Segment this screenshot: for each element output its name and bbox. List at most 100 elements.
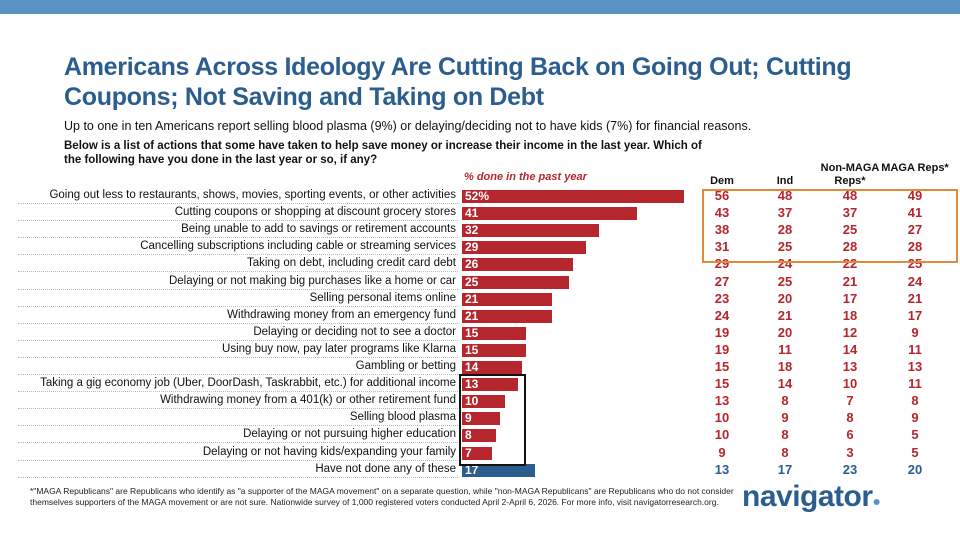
top-banner — [0, 0, 960, 14]
bar — [462, 446, 492, 460]
dotted-leader — [18, 203, 458, 204]
table-cell: 8 — [781, 427, 789, 443]
table-cell: 24 — [777, 256, 793, 272]
table-cell: 11 — [908, 341, 922, 357]
column-header: MAGA Reps* — [881, 162, 949, 174]
bar-value-label: 15 — [465, 325, 479, 340]
table-cell: 8 — [781, 393, 789, 409]
chart-row: Delaying or deciding not to see a doctor… — [0, 325, 919, 342]
table-cell: 9 — [781, 410, 789, 426]
bar-value-label: 25 — [465, 274, 479, 289]
axis-label: % done in the past year — [464, 171, 587, 183]
category-label: Taking a gig economy job (Uber, DoorDash… — [40, 377, 456, 390]
table-cell: 5 — [911, 444, 919, 460]
table-cell: 8 — [846, 410, 854, 426]
chart-row: Delaying or not having kids/expanding yo… — [0, 445, 919, 462]
bar — [462, 429, 497, 443]
table-cell: 21 — [777, 307, 793, 323]
dotted-leader — [18, 425, 458, 427]
chart-row: Delaying or not pursuing higher educatio… — [0, 427, 919, 444]
category-label: Delaying or deciding not to see a doctor — [253, 325, 456, 338]
table-cell: 27 — [714, 273, 730, 289]
table-cell: 18 — [842, 307, 858, 323]
category-label: Selling personal items online — [309, 291, 456, 304]
table-cell: 8 — [911, 393, 919, 409]
chart-row: Being unable to add to savings or retire… — [0, 222, 922, 239]
bar-value-label: 7 — [465, 445, 472, 460]
table-cell: 14 — [842, 341, 858, 357]
dotted-leader — [18, 356, 458, 358]
chart-row: Taking a gig economy job (Uber, DoorDash… — [0, 376, 922, 393]
bar — [462, 326, 527, 340]
table-cell: 8 — [781, 444, 789, 460]
bar — [462, 292, 552, 306]
bar-value-label: 15 — [465, 342, 479, 357]
page-title: Americans Across Ideology Are Cutting Ba… — [64, 53, 852, 111]
table-cell: 29 — [714, 256, 730, 272]
table-cell: 31 — [714, 239, 730, 255]
table-cell: 25 — [777, 273, 793, 289]
highlight-box-small — [459, 374, 526, 466]
table-cell: 48 — [777, 188, 793, 203]
navigator-logo: navigator● — [742, 480, 881, 513]
bar — [462, 412, 501, 426]
dotted-leader — [18, 442, 458, 444]
table-cell: 17 — [907, 307, 923, 323]
table-cell: 11 — [908, 376, 922, 392]
column-header: Non-MAGA Reps* — [820, 162, 880, 187]
dotted-leader — [18, 408, 458, 410]
table-cell: 25 — [907, 256, 923, 272]
chart-row: Cutting coupons or shopping at discount … — [0, 205, 922, 222]
table-cell: 13 — [842, 359, 858, 374]
bar — [462, 378, 518, 392]
table-cell: 11 — [778, 341, 792, 357]
table-cell: 7 — [846, 393, 854, 409]
bar-value-label: 52% — [465, 189, 490, 203]
footnote: *"MAGA Republicans" are Republicans who … — [30, 486, 734, 507]
table-cell: 48 — [842, 188, 858, 203]
subtitle: Up to one in ten Americans report sellin… — [64, 119, 752, 133]
table-cell: 20 — [777, 324, 793, 340]
table-cell: 20 — [777, 290, 793, 306]
chart-row: Selling personal items online 21 23 20 17 21 — [0, 291, 922, 308]
dotted-leader — [18, 254, 458, 256]
bar — [462, 395, 505, 409]
table-cell: 25 — [777, 239, 793, 255]
table-cell: 24 — [907, 273, 923, 289]
table-cell: 13 — [907, 359, 923, 374]
table-cell: 19 — [714, 341, 730, 357]
table-cell: 28 — [842, 239, 858, 255]
dotted-leader — [18, 459, 458, 461]
table-cell: 37 — [777, 205, 793, 221]
category-label: Being unable to add to savings or retire… — [181, 223, 456, 236]
bar-value-label: 21 — [465, 291, 479, 306]
bar-value-label: 13 — [465, 377, 479, 392]
table-cell: 38 — [714, 222, 730, 238]
dotted-leader — [18, 391, 458, 393]
category-label: Cutting coupons or shopping at discount … — [174, 206, 456, 219]
dotted-leader — [18, 237, 458, 239]
column-header: Dem — [710, 175, 734, 187]
table-cell: 22 — [842, 256, 858, 272]
table-cell: 43 — [714, 205, 730, 221]
dotted-leader — [18, 476, 458, 478]
bar-value-label: 21 — [465, 308, 479, 323]
table-cell: 20 — [907, 461, 923, 477]
table-cell: 25 — [842, 222, 858, 238]
bar — [462, 207, 638, 221]
table-cell: 10 — [714, 427, 730, 443]
category-label: Delaying or not making big purchases lik… — [168, 274, 456, 287]
bar — [462, 343, 527, 357]
table-cell: 23 — [714, 290, 730, 306]
table-cell: 9 — [911, 410, 919, 426]
table-cell: 15 — [714, 359, 730, 374]
table-cell: 5 — [911, 427, 919, 443]
chart-row: Delaying or not making big purchases lik… — [0, 274, 922, 291]
table-cell: 15 — [714, 376, 730, 392]
dotted-leader — [18, 322, 458, 324]
table-cell: 10 — [714, 410, 730, 426]
chart-row: Withdrawing money from a 401(k) or other… — [0, 393, 919, 410]
bar-value-label: 14 — [465, 360, 479, 374]
dotted-leader — [18, 339, 458, 341]
category-label: Cancelling subscriptions including cable… — [140, 240, 456, 253]
